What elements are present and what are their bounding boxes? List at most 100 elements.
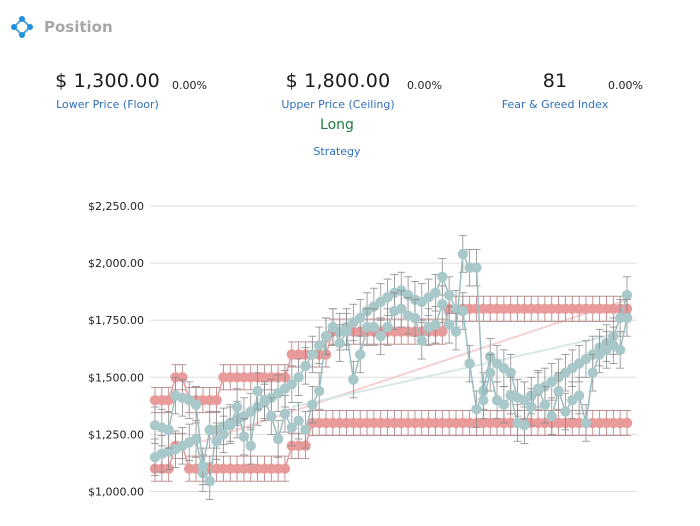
price-point xyxy=(437,299,448,310)
price-point xyxy=(238,431,250,442)
price-point xyxy=(218,429,229,440)
price-point xyxy=(437,271,448,283)
price-chart: $2,250.00 $2,000.00 $1,750.00 $1,500.00 $1,2… xyxy=(88,200,637,500)
y-tick-label: $1,750.00 xyxy=(88,314,144,327)
price-point xyxy=(286,378,298,390)
price-point xyxy=(204,476,215,487)
fear-greed-value: 81 xyxy=(542,70,568,92)
band-point xyxy=(621,417,633,429)
price-point xyxy=(163,424,174,436)
strategy-value: Long xyxy=(320,117,354,133)
floor-price-label: Lower Price (Floor) xyxy=(56,98,159,111)
price-point xyxy=(231,401,243,413)
price-point xyxy=(190,399,202,410)
price-line-b xyxy=(154,251,628,467)
price-point xyxy=(286,422,298,433)
floor-change-wrap: 0.00% xyxy=(172,74,207,93)
price-point xyxy=(430,287,441,298)
y-tick-label: $1,000.00 xyxy=(88,486,144,499)
price-point xyxy=(553,385,564,397)
price-point xyxy=(266,410,277,422)
price-point xyxy=(464,358,475,369)
price-point xyxy=(197,461,209,472)
price-point xyxy=(279,408,291,420)
ceiling-price-label: Upper Price (Ceiling) xyxy=(281,98,395,111)
price-point xyxy=(505,390,516,401)
page-title: Position xyxy=(44,18,113,36)
price-point xyxy=(560,406,571,417)
price-point xyxy=(539,399,551,410)
price-point xyxy=(375,330,386,342)
fear-greed-change-wrap: 0.00% xyxy=(608,74,643,93)
price-point xyxy=(320,330,332,342)
price-point xyxy=(532,383,544,394)
floor-metric: $ 1,300.00 Lower Price (Floor) xyxy=(50,70,165,111)
price-point xyxy=(580,417,592,429)
fear-greed-change: 0.00% xyxy=(608,79,643,92)
ceiling-change-wrap: 0.00% xyxy=(407,74,442,93)
trend-line-price xyxy=(291,330,628,408)
band-point xyxy=(211,394,222,406)
fear-greed-label: Fear & Greed Index xyxy=(501,98,609,111)
price-point xyxy=(526,401,537,413)
network-nodes-icon xyxy=(11,16,33,38)
price-point xyxy=(252,385,263,397)
price-point xyxy=(430,319,441,330)
price-point xyxy=(409,312,421,324)
price-point xyxy=(313,340,325,351)
y-tick-label: $2,250.00 xyxy=(88,200,144,213)
strategy-label: Strategy xyxy=(313,145,361,158)
price-point xyxy=(382,321,393,333)
price-point xyxy=(313,385,325,397)
price-point xyxy=(307,349,318,360)
floor-change: 0.00% xyxy=(172,79,207,92)
fear-greed-metric: 81 Fear & Greed Index xyxy=(500,70,610,111)
band-point xyxy=(437,326,448,337)
price-point xyxy=(355,312,366,324)
price-point xyxy=(300,424,311,436)
price-point xyxy=(225,420,236,431)
price-point xyxy=(457,248,469,260)
price-point xyxy=(443,319,455,330)
price-point xyxy=(355,349,366,360)
price-point xyxy=(348,374,359,385)
price-point xyxy=(272,433,284,445)
floor-price-value: $ 1,300.00 xyxy=(55,70,160,92)
price-point xyxy=(341,326,352,337)
price-point xyxy=(293,415,304,426)
price-point xyxy=(293,372,304,383)
price-point xyxy=(443,289,455,301)
price-point xyxy=(457,305,469,317)
price-point xyxy=(498,399,510,410)
price-point xyxy=(416,335,427,346)
price-point xyxy=(307,399,318,410)
price-point xyxy=(450,326,462,337)
y-tick-label: $1,250.00 xyxy=(88,428,144,441)
price-point xyxy=(471,262,482,273)
price-point xyxy=(396,303,407,314)
price-point xyxy=(484,367,496,378)
price-point xyxy=(621,312,633,324)
price-point xyxy=(471,404,482,415)
price-point xyxy=(259,394,270,406)
price-point xyxy=(190,433,202,445)
price-point xyxy=(204,424,215,436)
price-point xyxy=(614,344,626,356)
price-point xyxy=(478,394,489,406)
price-point xyxy=(211,436,222,447)
y-tick-label: $2,000.00 xyxy=(88,257,144,270)
price-point xyxy=(519,420,530,431)
price-point xyxy=(505,367,516,378)
price-point xyxy=(587,367,598,378)
position-header: Position xyxy=(10,14,113,40)
ceiling-price-value: $ 1,800.00 xyxy=(285,70,391,92)
price-point xyxy=(368,321,380,333)
price-point xyxy=(546,410,557,422)
ceiling-metric: $ 1,800.00 Upper Price (Ceiling) xyxy=(278,70,398,111)
price-point xyxy=(573,390,585,401)
price-point xyxy=(300,360,311,372)
price-point xyxy=(621,289,633,301)
y-tick-label: $1,500.00 xyxy=(88,371,144,384)
price-point xyxy=(334,337,345,349)
price-point xyxy=(327,321,339,333)
